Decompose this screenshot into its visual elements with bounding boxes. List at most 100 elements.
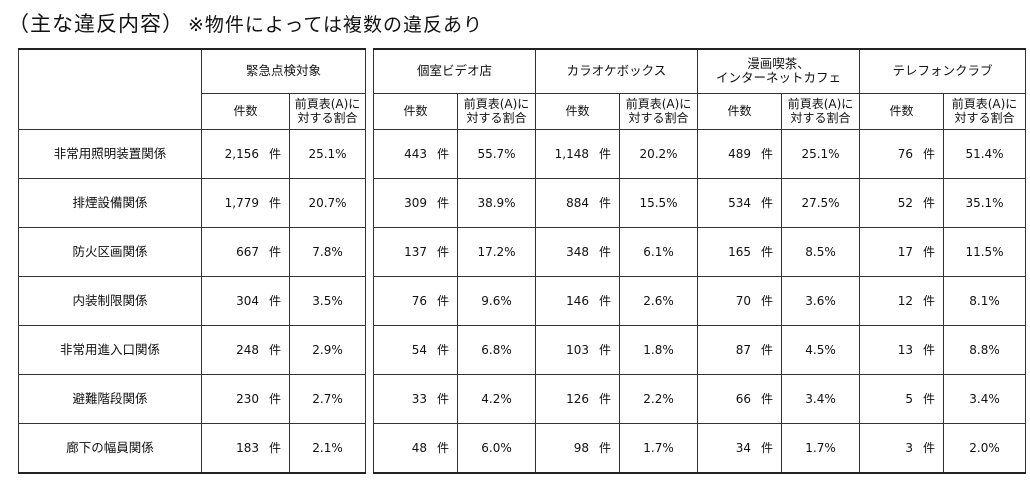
count-unit: 件 [268,391,281,406]
count-value: 34 [735,440,751,455]
ratio-cell: 9.6% [457,275,536,326]
count-value: 70 [735,293,751,308]
count-unit: 件 [598,244,611,259]
ratio-cell: 25.1% [781,128,860,179]
count-cell: 165 件 [697,226,782,277]
count-header: 件数 [535,92,620,130]
count-unit: 件 [436,342,449,357]
ratio-cell: 20.7% [289,177,366,228]
count-unit: 件 [760,195,773,210]
count-cell: 1,779 件 [201,177,290,228]
ratio-header: 前頁表(A)に 対する割合 [457,92,536,130]
count-value: 165 [728,244,751,259]
ratio-cell: 1.7% [781,422,860,474]
count-cell: 17 件 [859,226,944,277]
count-unit: 件 [922,391,935,406]
ratio-header: 前頁表(A)に 対する割合 [943,92,1026,130]
count-unit: 件 [268,342,281,357]
ratio-cell: 1.7% [619,422,698,474]
count-cell: 1,148 件 [535,128,620,179]
count-value: 98 [573,440,589,455]
count-cell: 489 件 [697,128,782,179]
count-cell: 146 件 [535,275,620,326]
ratio-cell: 8.5% [781,226,860,277]
table-row: 廊下の幅員関係 183 件 2.1% 48 件 6.0% 98 件 1.7% 34 件 1.7% 3 件 2.… [18,422,1026,474]
count-unit: 件 [922,440,935,455]
count-unit: 件 [922,195,935,210]
count-cell: 70 件 [697,275,782,326]
ratio-cell: 2.2% [619,373,698,424]
count-cell: 103 件 [535,324,620,375]
ratio-header: 前頁表(A)に 対する割合 [289,92,366,130]
count-value: 1,148 [554,146,589,161]
title-main: （主な違反内容） [8,12,184,36]
ratio-cell: 6.1% [619,226,698,277]
count-value: 304 [236,293,259,308]
count-cell: 76 件 [373,275,458,326]
ratio-cell: 6.8% [457,324,536,375]
count-cell: 76 件 [859,128,944,179]
count-unit: 件 [760,342,773,357]
count-value: 76 [897,146,913,161]
count-unit: 件 [922,244,935,259]
count-cell: 137 件 [373,226,458,277]
count-cell: 183 件 [201,422,290,474]
row-label: 排煙設備関係 [18,177,202,228]
row-label: 防火区画関係 [18,226,202,277]
count-unit: 件 [268,244,281,259]
count-value: 33 [411,391,427,406]
count-value: 3 [905,440,913,455]
count-value: 126 [566,391,589,406]
count-cell: 13 件 [859,324,944,375]
row-label: 廊下の幅員関係 [18,422,202,474]
count-value: 52 [897,195,913,210]
table-row: 非常用進入口関係 248 件 2.9% 54 件 6.8% 103 件 1.8% 87 件 4.5% 13… [18,324,1026,375]
group-header: カラオケボックス [535,48,698,94]
table-row: 避難階段関係 230 件 2.7% 33 件 4.2% 126 件 2.2% 66 件 3.4% 5 件 3.… [18,373,1026,424]
group-header: 個室ビデオ店 [373,48,536,94]
count-unit: 件 [436,195,449,210]
count-unit: 件 [598,146,611,161]
count-cell: 348 件 [535,226,620,277]
table-row: 排煙設備関係 1,779 件 20.7% 309 件 38.9% 884 件 15.5% 534 件 2… [18,177,1026,228]
count-cell: 667 件 [201,226,290,277]
count-unit: 件 [436,293,449,308]
ratio-cell: 35.1% [943,177,1026,228]
count-unit: 件 [760,146,773,161]
table-row: 防火区画関係 667 件 7.8% 137 件 17.2% 348 件 6.1% 165 件 8.5% 1… [18,226,1026,277]
count-value: 348 [566,244,589,259]
group-header: 緊急点検対象 [201,48,366,94]
count-cell: 34 件 [697,422,782,474]
count-unit: 件 [268,146,281,161]
count-value: 230 [236,391,259,406]
count-value: 76 [411,293,427,308]
row-label: 非常用進入口関係 [18,324,202,375]
ratio-cell: 2.1% [289,422,366,474]
ratio-cell: 2.9% [289,324,366,375]
ratio-cell: 7.8% [289,226,366,277]
count-cell: 87 件 [697,324,782,375]
count-value: 534 [728,195,751,210]
count-value: 884 [566,195,589,210]
count-value: 667 [236,244,259,259]
count-unit: 件 [268,440,281,455]
count-value: 309 [404,195,427,210]
title-note: ※物件によっては複数の違反あり [188,14,484,36]
count-unit: 件 [598,342,611,357]
count-unit: 件 [598,440,611,455]
count-cell: 884 件 [535,177,620,228]
count-cell: 248 件 [201,324,290,375]
count-header: 件数 [201,92,290,130]
ratio-cell: 15.5% [619,177,698,228]
count-value: 146 [566,293,589,308]
count-cell: 309 件 [373,177,458,228]
group-header: 漫画喫茶、 インターネットカフェ [697,48,860,94]
page-title: （主な違反内容） ※物件によっては複数の違反あり [8,8,483,38]
ratio-cell: 8.8% [943,324,1026,375]
row-label-header [18,48,202,130]
count-unit: 件 [922,293,935,308]
ratio-cell: 17.2% [457,226,536,277]
count-value: 5 [905,391,913,406]
row-label: 非常用照明装置関係 [18,128,202,179]
